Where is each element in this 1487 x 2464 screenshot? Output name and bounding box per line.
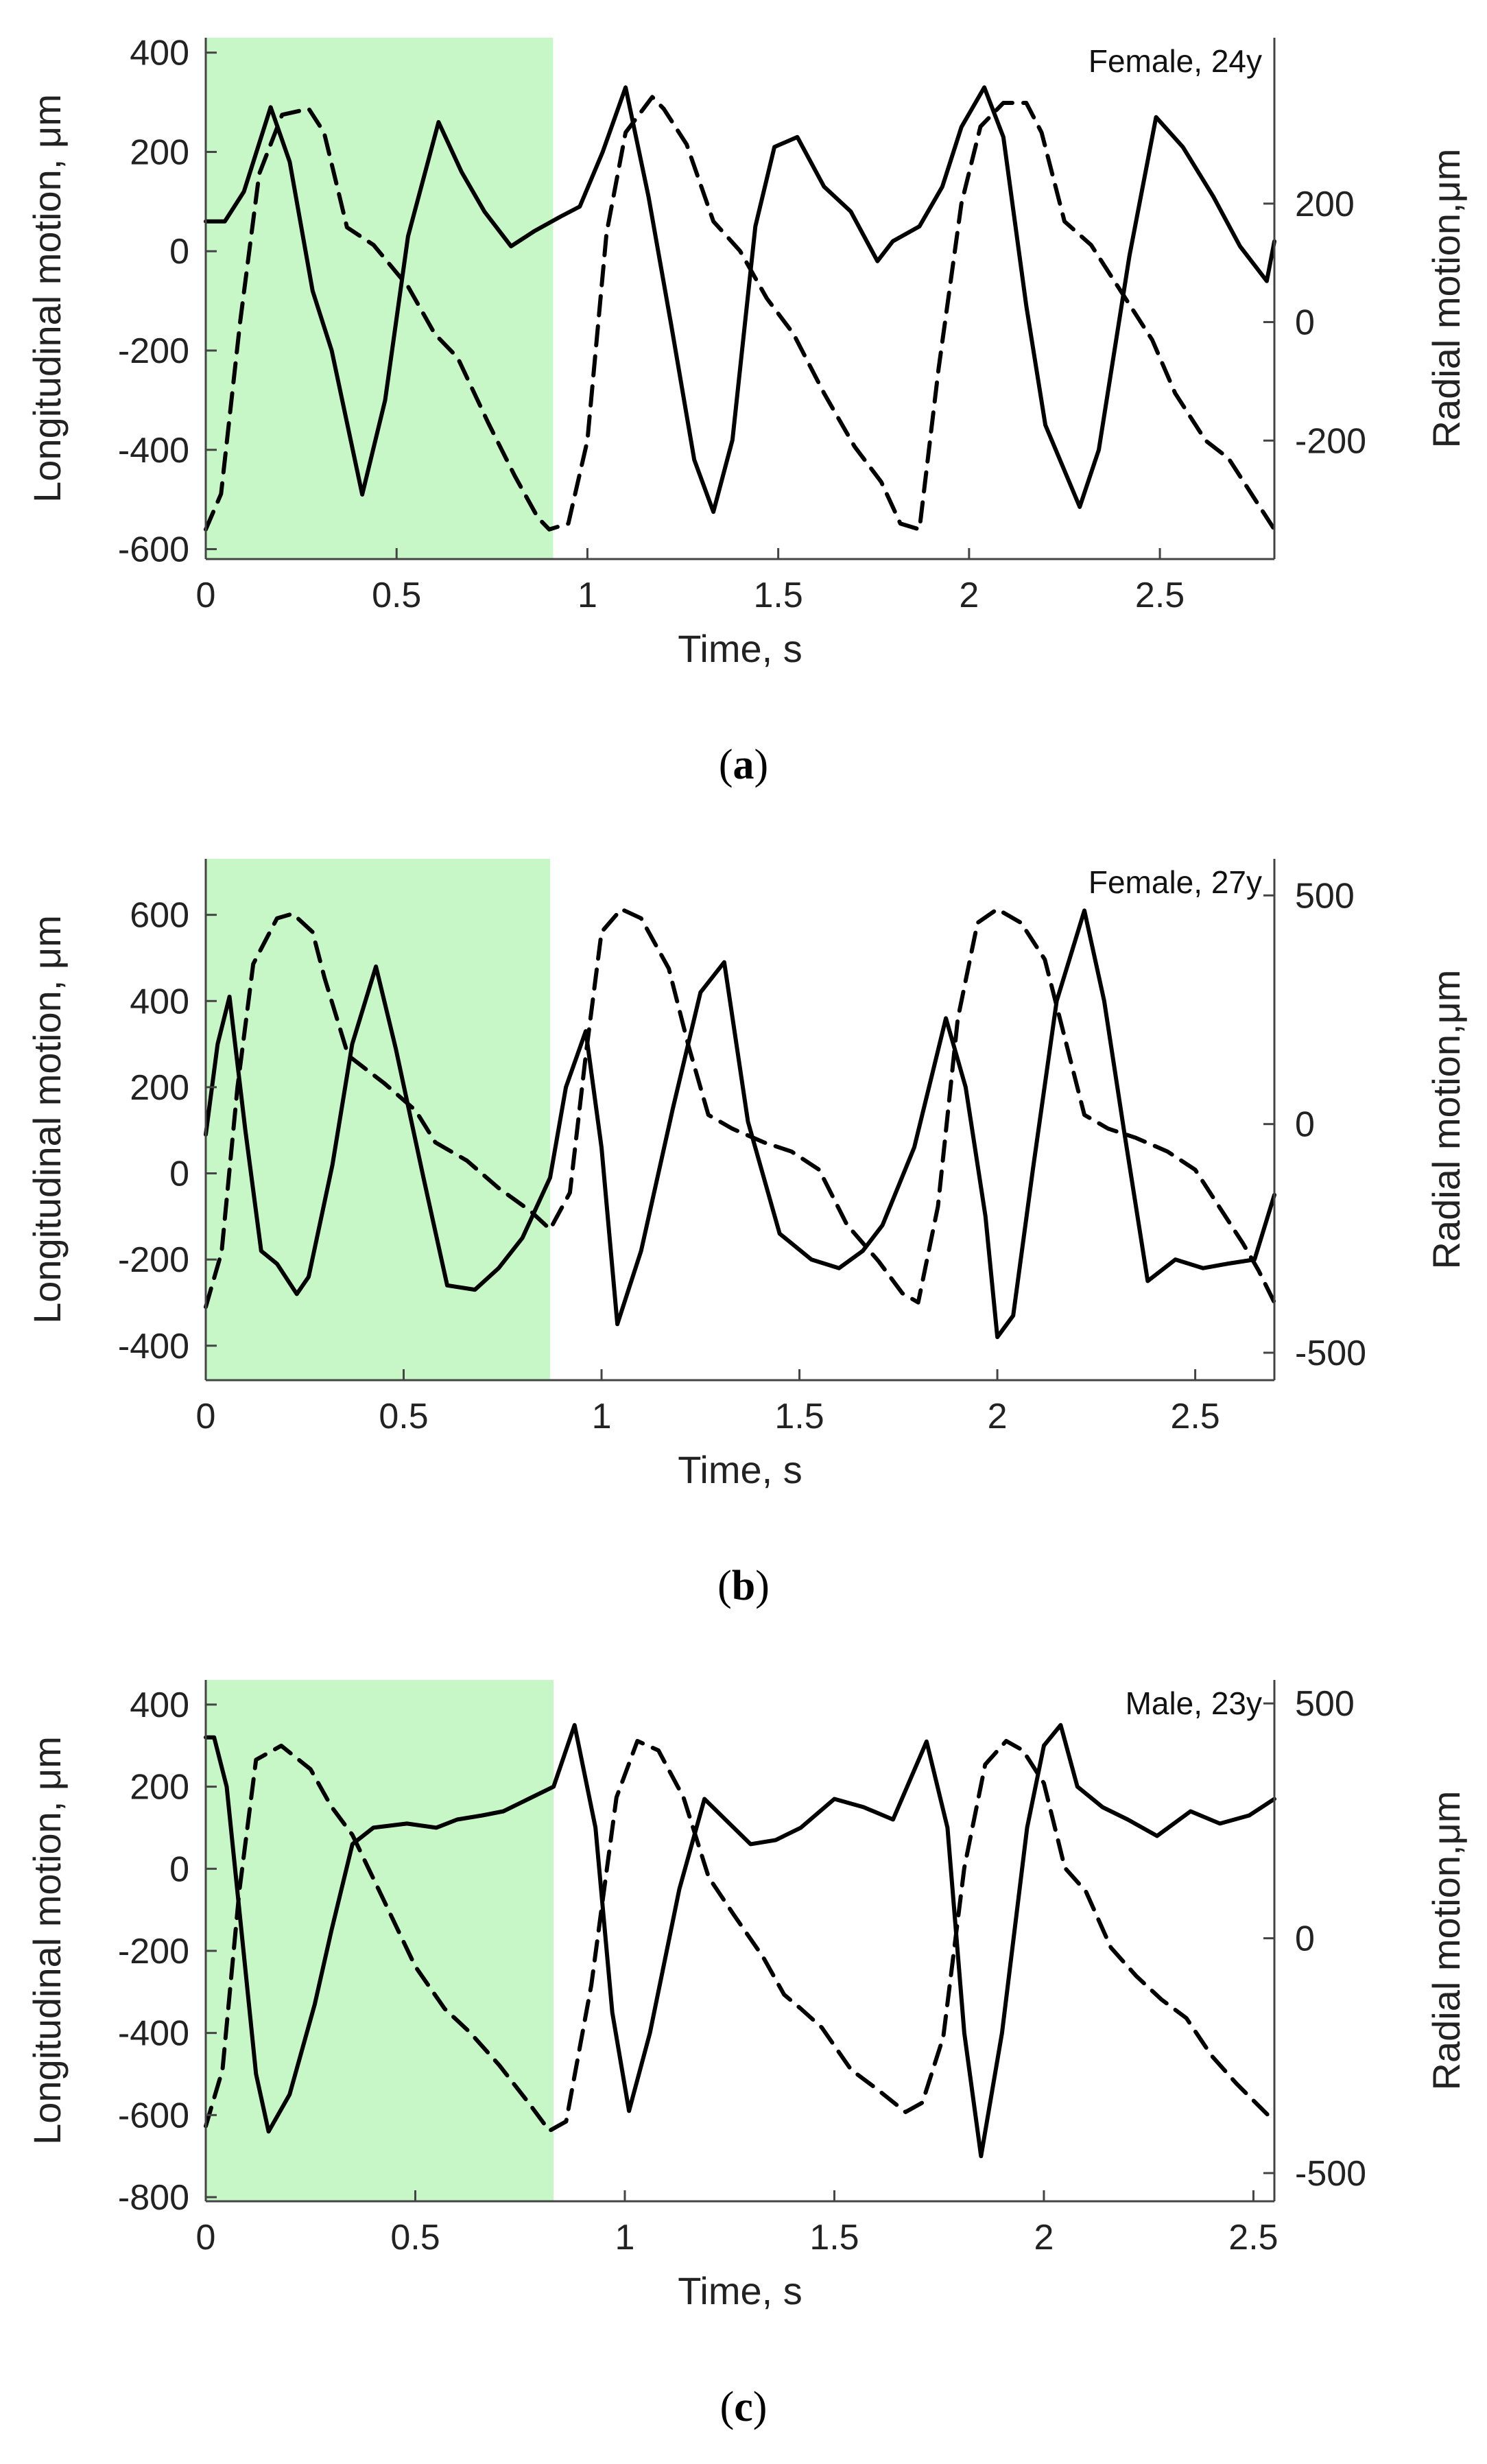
y-left-tick-label-c: 200	[130, 1768, 189, 1808]
x-axis-label-a: Time, s	[678, 627, 802, 670]
x-tick-label-c: 0	[196, 2218, 216, 2258]
x-tick-label-b: 0.5	[379, 1397, 428, 1436]
x-tick-label-b: 1	[592, 1397, 612, 1436]
y-left-axis-label-a: Longitudinal motion, μm	[25, 94, 69, 503]
x-tick-label-a: 2.5	[1135, 576, 1185, 615]
caption-paren-open: (	[720, 2384, 735, 2430]
chart-svg-c: 0 0.5 1 1.5 2 2.5 400 200 0 -200 -400 -600 -800 500 0 -…	[25, 1680, 1468, 2430]
caption-b: (b)	[717, 1563, 770, 1609]
y-right-axis-label-c: Radial motion,μm	[1425, 1791, 1468, 2091]
y-left-axis-label-b: Longitudinal motion, μm	[25, 915, 69, 1324]
chart-svg-b: 0 0.5 1 1.5 2 2.5 600 400 200 0 -200 -400 500 0 -500 Fe…	[25, 859, 1468, 1609]
caption-a: (a)	[719, 742, 768, 788]
x-axis-label-c: Time, s	[678, 2269, 802, 2312]
y-right-tick-label-b: 500	[1295, 876, 1355, 916]
highlight-region-b	[206, 859, 551, 1380]
caption-paren-open: (	[717, 1563, 732, 1609]
y-left-tick-label-b: 400	[130, 982, 189, 1021]
x-tick-label-a: 2	[959, 576, 979, 615]
chart-panel-c: 0 0.5 1 1.5 2 2.5 400 200 0 -200 -400 -600 -800 500 0 -…	[0, 1642, 1487, 2463]
y-right-tick-label-a: -200	[1295, 421, 1366, 461]
caption-c: (c)	[720, 2384, 768, 2430]
chart-panel-b: 0 0.5 1 1.5 2 2.5 600 400 200 0 -200 -400 500 0 -500 Fe…	[0, 821, 1487, 1642]
y-left-tick-label-c: 400	[130, 1685, 189, 1725]
y-left-tick-label-a: -400	[118, 431, 189, 471]
caption-paren-close: )	[754, 742, 769, 788]
y-right-tick-label-c: 0	[1295, 1919, 1315, 1959]
y-right-tick-label-c: -500	[1295, 2154, 1366, 2194]
y-left-tick-label-c: -800	[118, 2178, 189, 2218]
radial-motion-line-c	[204, 1739, 1276, 2133]
caption-paren-close: )	[755, 1563, 770, 1609]
highlight-region-a	[206, 38, 554, 559]
y-right-axis-label-a: Radial motion,μm	[1425, 149, 1468, 449]
y-left-tick-label-a: 0	[169, 232, 189, 272]
y-right-tick-label-c: 500	[1295, 1684, 1355, 1724]
y-right-tick-label-a: 200	[1295, 185, 1355, 224]
x-tick-label-c: 2	[1034, 2218, 1054, 2258]
caption-letter-b: b	[732, 1563, 755, 1609]
radial-motion-line-a	[204, 95, 1276, 532]
x-tick-label-c: 0.5	[390, 2218, 440, 2258]
x-tick-label-a: 0	[196, 576, 216, 615]
caption-letter-c: c	[734, 2384, 753, 2430]
y-left-tick-label-a: 400	[130, 34, 189, 73]
caption-letter-a: a	[733, 742, 754, 788]
y-left-axis-label-c: Longitudinal motion, μm	[25, 1736, 69, 2145]
x-tick-label-b: 1.5	[774, 1397, 824, 1436]
y-left-tick-label-b: -400	[118, 1327, 189, 1366]
annotation-b: Female, 27y	[1089, 864, 1262, 900]
y-right-axis-label-b: Radial motion,μm	[1425, 970, 1468, 1270]
annotation-a: Female, 24y	[1089, 43, 1262, 79]
x-tick-label-a: 0.5	[372, 576, 421, 615]
x-tick-label-b: 0	[196, 1397, 216, 1436]
x-tick-label-b: 2.5	[1170, 1397, 1220, 1436]
caption-paren-open: (	[719, 742, 733, 788]
y-left-tick-label-c: -200	[118, 1932, 189, 1971]
y-right-tick-label-a: 0	[1295, 303, 1315, 343]
y-left-tick-label-b: 200	[130, 1068, 189, 1108]
y-left-tick-label-c: -600	[118, 2096, 189, 2135]
y-left-tick-label-c: -400	[118, 2014, 189, 2054]
caption-paren-close: )	[753, 2384, 768, 2430]
x-tick-label-a: 1.5	[753, 576, 802, 615]
x-tick-label-b: 2	[988, 1397, 1008, 1436]
longitudinal-motion-line-b	[204, 908, 1276, 1340]
chart-svg-a: 0 0.5 1 1.5 2 2.5 400 200 0 -200 -400 -600 200 0 -200 F…	[25, 34, 1468, 788]
y-left-tick-label-a: -200	[118, 331, 189, 371]
y-right-tick-label-b: 0	[1295, 1105, 1315, 1145]
x-tick-label-c: 1.5	[809, 2218, 859, 2258]
radial-motion-line-b	[204, 907, 1276, 1310]
x-tick-label-c: 1	[615, 2218, 635, 2258]
longitudinal-motion-line-c	[204, 1722, 1276, 2159]
x-tick-label-a: 1	[578, 576, 597, 615]
x-axis-label-b: Time, s	[678, 1448, 802, 1491]
y-left-tick-label-b: 0	[169, 1154, 189, 1194]
y-right-tick-label-b: -500	[1295, 1334, 1366, 1373]
annotation-c: Male, 23y	[1126, 1685, 1262, 1721]
y-left-tick-label-a: -600	[118, 530, 189, 570]
y-left-tick-label-c: 0	[169, 1849, 189, 1889]
chart-panel-a: 0 0.5 1 1.5 2 2.5 400 200 0 -200 -400 -600 200 0 -200 F…	[0, 0, 1487, 821]
x-tick-label-c: 2.5	[1228, 2218, 1278, 2258]
y-left-tick-label-a: 200	[130, 132, 189, 172]
y-left-tick-label-b: 600	[130, 896, 189, 936]
longitudinal-motion-line-a	[204, 85, 1276, 514]
y-left-tick-label-b: -200	[118, 1240, 189, 1280]
